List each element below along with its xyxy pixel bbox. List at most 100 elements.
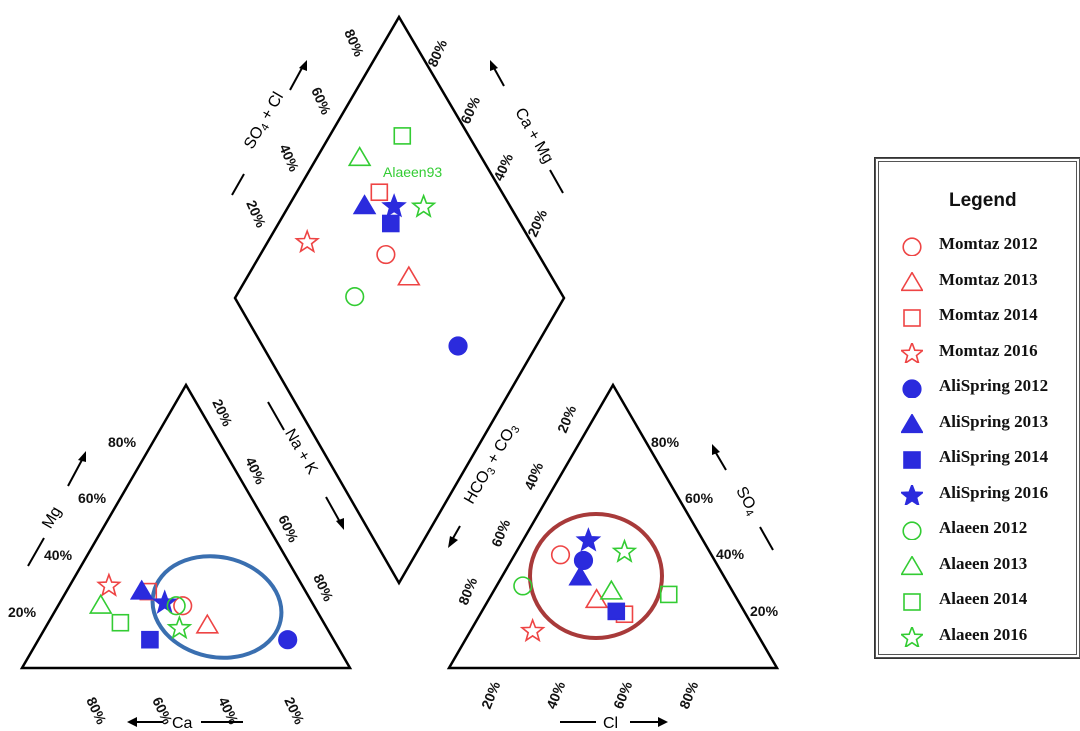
legend-entry-alaeen-2012: Alaeen 2012: [893, 516, 1080, 542]
diamond-camg-tick-40: 40%: [490, 151, 516, 184]
legend-marker-square-icon: [903, 593, 921, 611]
anion-point-alispring-2013: [568, 565, 592, 586]
diamond-point-alaeen-2013: [347, 146, 372, 167]
anion-cl-tick-40: 40%: [543, 679, 569, 711]
cation-point-alispring-2013: [129, 579, 154, 600]
cation-point-momtaz-2013: [195, 613, 220, 634]
legend-marker-square-icon: [903, 309, 921, 327]
anion-point-alispring-2014: [607, 602, 626, 621]
anion-point-alaeen-2014: [659, 585, 678, 604]
legend-label: AliSpring 2012: [939, 376, 1049, 395]
svg-text:Na + K: Na + K: [281, 426, 321, 478]
legend-marker-circle-icon: [902, 237, 922, 256]
cation-mg-tick-80: 80%: [108, 434, 137, 450]
diamond-point-alispring-2014: [381, 214, 400, 233]
anion-cl-tick-20: 20%: [478, 679, 504, 711]
diamond-point-alispring-2013: [352, 194, 377, 215]
svg-text:HCO3 + CO3: HCO3 + CO3: [461, 421, 522, 508]
legend-entry-momtaz-2014: Momtaz 2014: [893, 303, 1080, 329]
svg-text:SO4 + Cl: SO4 + Cl: [241, 89, 289, 153]
anion-cl-tick-60: 60%: [610, 679, 636, 711]
diamond: [233, 14, 566, 586]
legend: Legend Momtaz 2012 Momtaz 2013 Momtaz 2014…: [874, 157, 1080, 659]
cation-nak-tick-80: 80%: [310, 572, 337, 605]
diamond-point-momtaz-2012: [376, 244, 396, 265]
anion-so4-tick-80: 80%: [651, 434, 680, 450]
diamond-so4cl-tick-20: 20%: [243, 198, 269, 231]
legend-marker-circle-icon: [902, 379, 922, 398]
anion-point-momtaz-2012: [550, 545, 571, 565]
cation-nak-tick-20: 20%: [209, 397, 236, 430]
legend-label: Momtaz 2013: [939, 269, 1038, 289]
anion-hco3-axis-label: HCO3 + CO3: [448, 421, 523, 548]
svg-text:Ca + Mg: Ca + Mg: [511, 105, 556, 166]
legend-marker-triangle-icon: [901, 413, 923, 433]
anion-triangle: [446, 382, 780, 670]
cation-point-alaeen-2013: [88, 593, 113, 614]
diamond-point-momtaz-2016: [294, 228, 320, 254]
diamond-point-alispring-2012: [448, 336, 468, 356]
cation-ca-tick-80: 80%: [83, 695, 110, 728]
cation-nak-tick-40: 40%: [242, 455, 269, 488]
cation-triangle: [19, 382, 353, 670]
data-points: [88, 127, 678, 650]
legend-entry-alaeen-2016: Alaeen 2016: [893, 623, 1080, 649]
cation-nak-tick-60: 60%: [275, 513, 302, 546]
cation-point-momtaz-2016: [96, 572, 122, 597]
svg-text:Cl: Cl: [603, 715, 618, 731]
diamond-point-alaeen-2016: [410, 193, 437, 218]
legend-label: Momtaz 2014: [939, 305, 1038, 324]
legend-entry-alaeen-2013: Alaeen 2013: [893, 552, 1080, 578]
svg-text:Mg: Mg: [39, 504, 65, 532]
piper-diagram: 80% 60% 40% 20% 80% 60% 40% 20% 20% 40% …: [8, 14, 780, 731]
legend-label: Alaeen 2013: [939, 553, 1028, 573]
anion-hco3-tick-80: 80%: [455, 575, 481, 607]
anion-hco3-tick-40: 40%: [521, 460, 547, 492]
legend-label: Alaeen 2012: [939, 518, 1028, 537]
legend-label: Alaeen 2016: [939, 624, 1028, 644]
legend-label: Momtaz 2016: [939, 340, 1038, 360]
cation-point-alaeen-2016: [166, 614, 193, 640]
legend-label: AliSpring 2013: [939, 411, 1049, 431]
legend-marker-star-icon: [901, 342, 923, 363]
alaeen93-annotation: Alaeen93: [383, 164, 442, 180]
cation-mg-tick-60: 60%: [78, 490, 107, 506]
anion-so4-axis-label: SO4: [712, 444, 774, 551]
anion-so4-tick-40: 40%: [716, 546, 745, 562]
anion-cl-tick-80: 80%: [676, 679, 702, 711]
legend-entry-momtaz-2016: Momtaz 2016: [893, 339, 1080, 365]
legend-label: AliSpring 2016: [939, 482, 1049, 502]
anion-hco3-tick-20: 20%: [554, 403, 580, 435]
legend-entry-alaeen-2014: Alaeen 2014: [893, 587, 1080, 613]
svg-text:SO4: SO4: [730, 484, 761, 519]
diamond-point-alaeen-2012: [345, 287, 365, 307]
legend-label: Momtaz 2012: [939, 234, 1038, 253]
diamond-point-alaeen-2014: [393, 127, 412, 145]
diamond-point-momtaz-2014: [370, 183, 389, 202]
anion-point-alaeen-2013: [599, 579, 624, 600]
legend-entry-alispring-2012: AliSpring 2012: [893, 374, 1080, 400]
cation-mg-tick-20: 20%: [8, 604, 37, 620]
legend-entry-momtaz-2013: Momtaz 2013: [893, 268, 1080, 294]
cation-ca-axis-label: Ca: [127, 715, 243, 731]
legend-marker-star-icon: [901, 484, 923, 505]
cation-point-alaeen-2014: [111, 613, 130, 632]
anion-hco3-tick-60: 60%: [488, 517, 514, 549]
legend-marker-triangle-icon: [901, 555, 923, 575]
legend-marker-triangle-icon: [901, 271, 923, 291]
legend-title: Legend: [949, 190, 1017, 211]
anion-hco3-label-text: HCO3 + CO3: [461, 421, 522, 508]
diamond-so4cl-tick-40: 40%: [276, 142, 302, 175]
diamond-so4cl-tick-60: 60%: [308, 85, 334, 118]
legend-label: Alaeen 2014: [939, 589, 1028, 608]
cation-point-alaeen-2012: [166, 596, 186, 616]
diamond-so4cl-axis-label: SO4 + Cl: [231, 60, 307, 196]
cation-point-alispring-2016: [151, 589, 178, 614]
anion-so4-tick-20: 20%: [750, 603, 779, 619]
svg-text:Ca: Ca: [172, 715, 193, 731]
diamond-camg-tick-20: 20%: [524, 207, 550, 240]
anion-point-alispring-2012: [573, 550, 594, 571]
anion-cl-axis-label: Cl: [560, 715, 668, 731]
cation-point-alispring-2014: [141, 630, 159, 649]
anion-point-alaeen-2016: [611, 538, 638, 563]
